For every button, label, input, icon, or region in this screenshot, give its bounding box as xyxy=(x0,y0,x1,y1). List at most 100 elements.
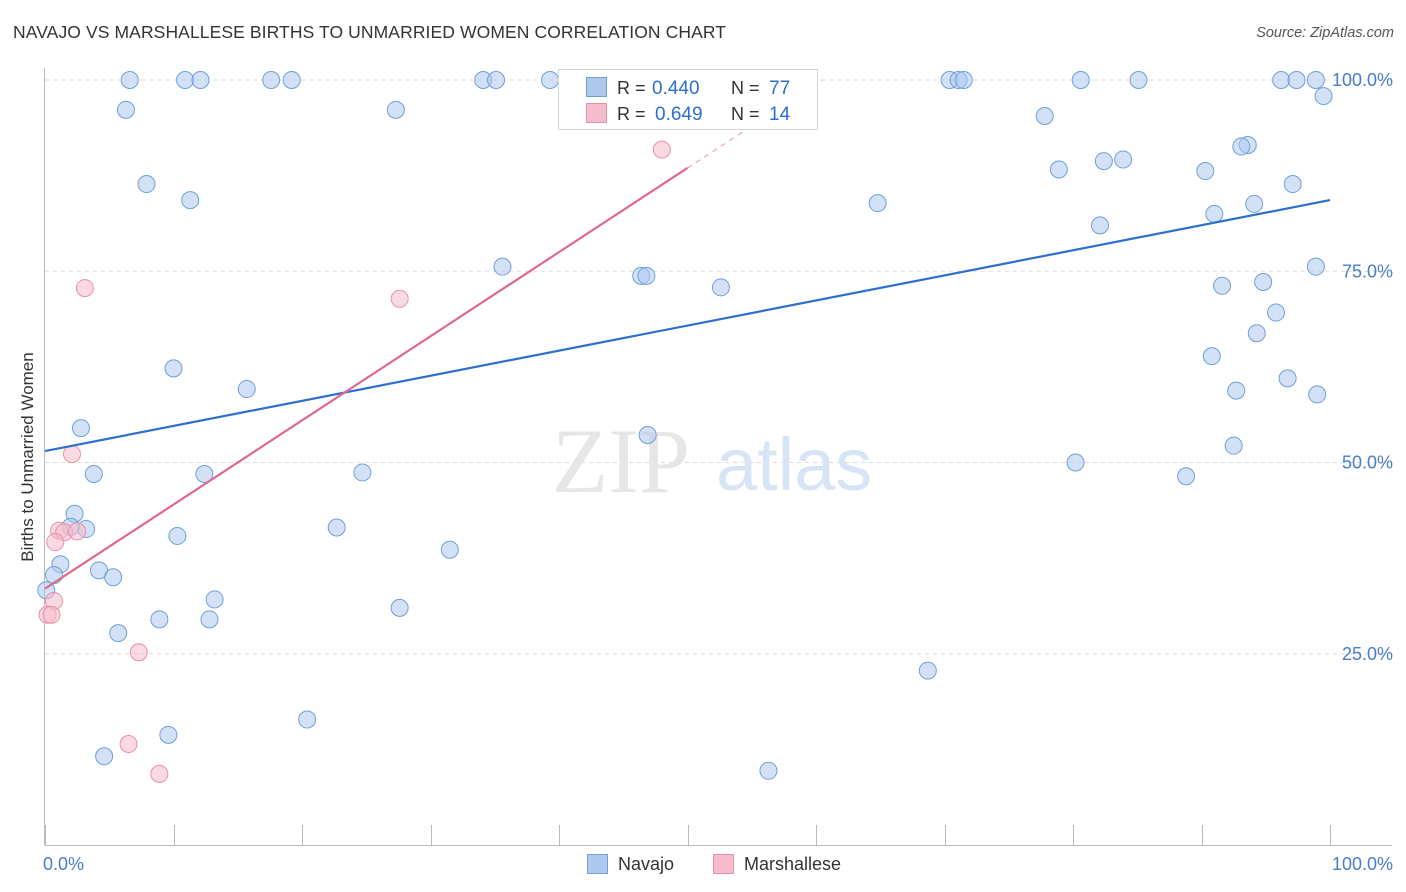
trend-lines xyxy=(44,79,1331,590)
navajo-point xyxy=(1066,453,1085,472)
navajo-point xyxy=(191,71,210,89)
navajo-point xyxy=(237,380,256,399)
navajo-point xyxy=(1314,87,1333,106)
navajo-point xyxy=(109,624,128,643)
navajo-point xyxy=(71,419,90,438)
series-legend: Navajo Marshallese xyxy=(587,854,841,874)
navajo-point xyxy=(1278,369,1297,388)
navajo-point xyxy=(638,425,657,444)
navajo-point xyxy=(150,610,169,629)
navajo-point xyxy=(1245,194,1264,213)
navajo-point xyxy=(1196,162,1215,181)
navajo-point xyxy=(1177,467,1196,486)
navajo-point xyxy=(1049,160,1068,179)
navajo-point xyxy=(1283,175,1302,194)
navajo-point xyxy=(1227,381,1246,400)
navajo-point xyxy=(1094,152,1113,171)
navajo-point xyxy=(159,725,178,744)
navajo-point xyxy=(282,71,301,89)
navajo-point xyxy=(95,747,114,766)
chart-title: NAVAJO VS MARSHALLESE BIRTHS TO UNMARRIE… xyxy=(13,22,727,42)
navajo-point xyxy=(1129,71,1148,89)
legend-navajo-swatch xyxy=(587,854,608,874)
marshallese-n-value: 14 xyxy=(769,104,791,125)
navajo-point xyxy=(1232,137,1251,156)
marshallese-point xyxy=(75,279,94,298)
marshallese-n-label: N = xyxy=(731,104,760,124)
navajo-series xyxy=(37,71,1333,780)
x-tick-label: 0.0% xyxy=(43,854,84,874)
navajo-r-label: R = xyxy=(617,78,646,98)
navajo-point xyxy=(137,175,156,194)
navajo-point xyxy=(1272,71,1291,89)
navajo-point xyxy=(262,71,281,89)
navajo-swatch xyxy=(586,77,607,97)
navajo-point xyxy=(386,100,405,119)
navajo-point xyxy=(1071,71,1090,89)
navajo-point xyxy=(1035,106,1054,125)
legend-marshallese-swatch xyxy=(713,854,734,874)
navajo-point xyxy=(637,266,656,285)
marshallese-swatch xyxy=(586,103,607,123)
navajo-point xyxy=(176,71,195,89)
navajo-point xyxy=(181,191,200,210)
navajo-point xyxy=(1308,385,1327,404)
navajo-point xyxy=(1202,347,1221,366)
y-tick-label: 100.0% xyxy=(1332,70,1393,90)
y-tick-label: 50.0% xyxy=(1342,453,1393,473)
legend-marshallese-label: Marshallese xyxy=(744,854,841,874)
navajo-n-label: N = xyxy=(731,78,760,98)
watermark-zip: ZIP xyxy=(552,410,690,512)
navajo-point xyxy=(200,610,219,629)
navajo-n-value: 77 xyxy=(769,78,790,99)
navajo-point xyxy=(1205,204,1224,223)
navajo-point xyxy=(120,71,139,89)
y-axis-label: Births to Unmarried Women xyxy=(18,352,37,561)
x-tick-label: 100.0% xyxy=(1332,854,1393,874)
navajo-point xyxy=(1306,71,1325,89)
navajo-point xyxy=(104,568,123,587)
navajo-point xyxy=(1287,71,1306,89)
gridlines xyxy=(45,79,1392,655)
marshallese-trend-line xyxy=(44,167,689,590)
axes xyxy=(44,68,1392,846)
marshallese-point xyxy=(46,533,65,552)
navajo-point xyxy=(493,257,512,276)
source-label: Source: ZipAtlas.com xyxy=(1256,25,1394,41)
legend-navajo-label: Navajo xyxy=(618,854,674,874)
navajo-point xyxy=(353,463,372,482)
navajo-point xyxy=(164,359,183,378)
marshallese-point xyxy=(390,289,409,308)
navajo-point xyxy=(711,278,730,297)
tick-labels: 25.0% 50.0% 75.0% 100.0% 0.0% 100.0% xyxy=(43,70,1393,874)
navajo-point xyxy=(195,464,214,483)
navajo-point xyxy=(205,590,224,609)
marshallese-series xyxy=(38,140,671,783)
y-tick-label: 75.0% xyxy=(1342,261,1393,281)
marshallese-point xyxy=(652,140,671,159)
navajo-point xyxy=(327,518,346,537)
navajo-point xyxy=(1213,276,1232,295)
marshallese-point xyxy=(42,605,61,624)
navajo-point xyxy=(1114,150,1133,169)
navajo-point xyxy=(918,661,937,680)
navajo-point xyxy=(954,71,973,89)
navajo-point xyxy=(1254,272,1273,291)
marshallese-point xyxy=(62,445,81,464)
navajo-point xyxy=(168,526,187,545)
marshallese-r-label: R = xyxy=(617,104,646,124)
navajo-point xyxy=(1267,303,1286,322)
navajo-point xyxy=(44,565,63,584)
navajo-point xyxy=(440,540,459,559)
marshallese-r-value: 0.649 xyxy=(655,104,703,125)
navajo-point xyxy=(116,100,135,119)
navajo-point xyxy=(541,71,560,89)
navajo-point xyxy=(298,710,317,729)
navajo-trend-line xyxy=(44,199,1331,453)
navajo-point xyxy=(868,194,887,213)
navajo-point xyxy=(84,464,103,483)
navajo-point xyxy=(390,598,409,617)
y-tick-label: 25.0% xyxy=(1342,644,1393,664)
navajo-point xyxy=(487,71,506,89)
